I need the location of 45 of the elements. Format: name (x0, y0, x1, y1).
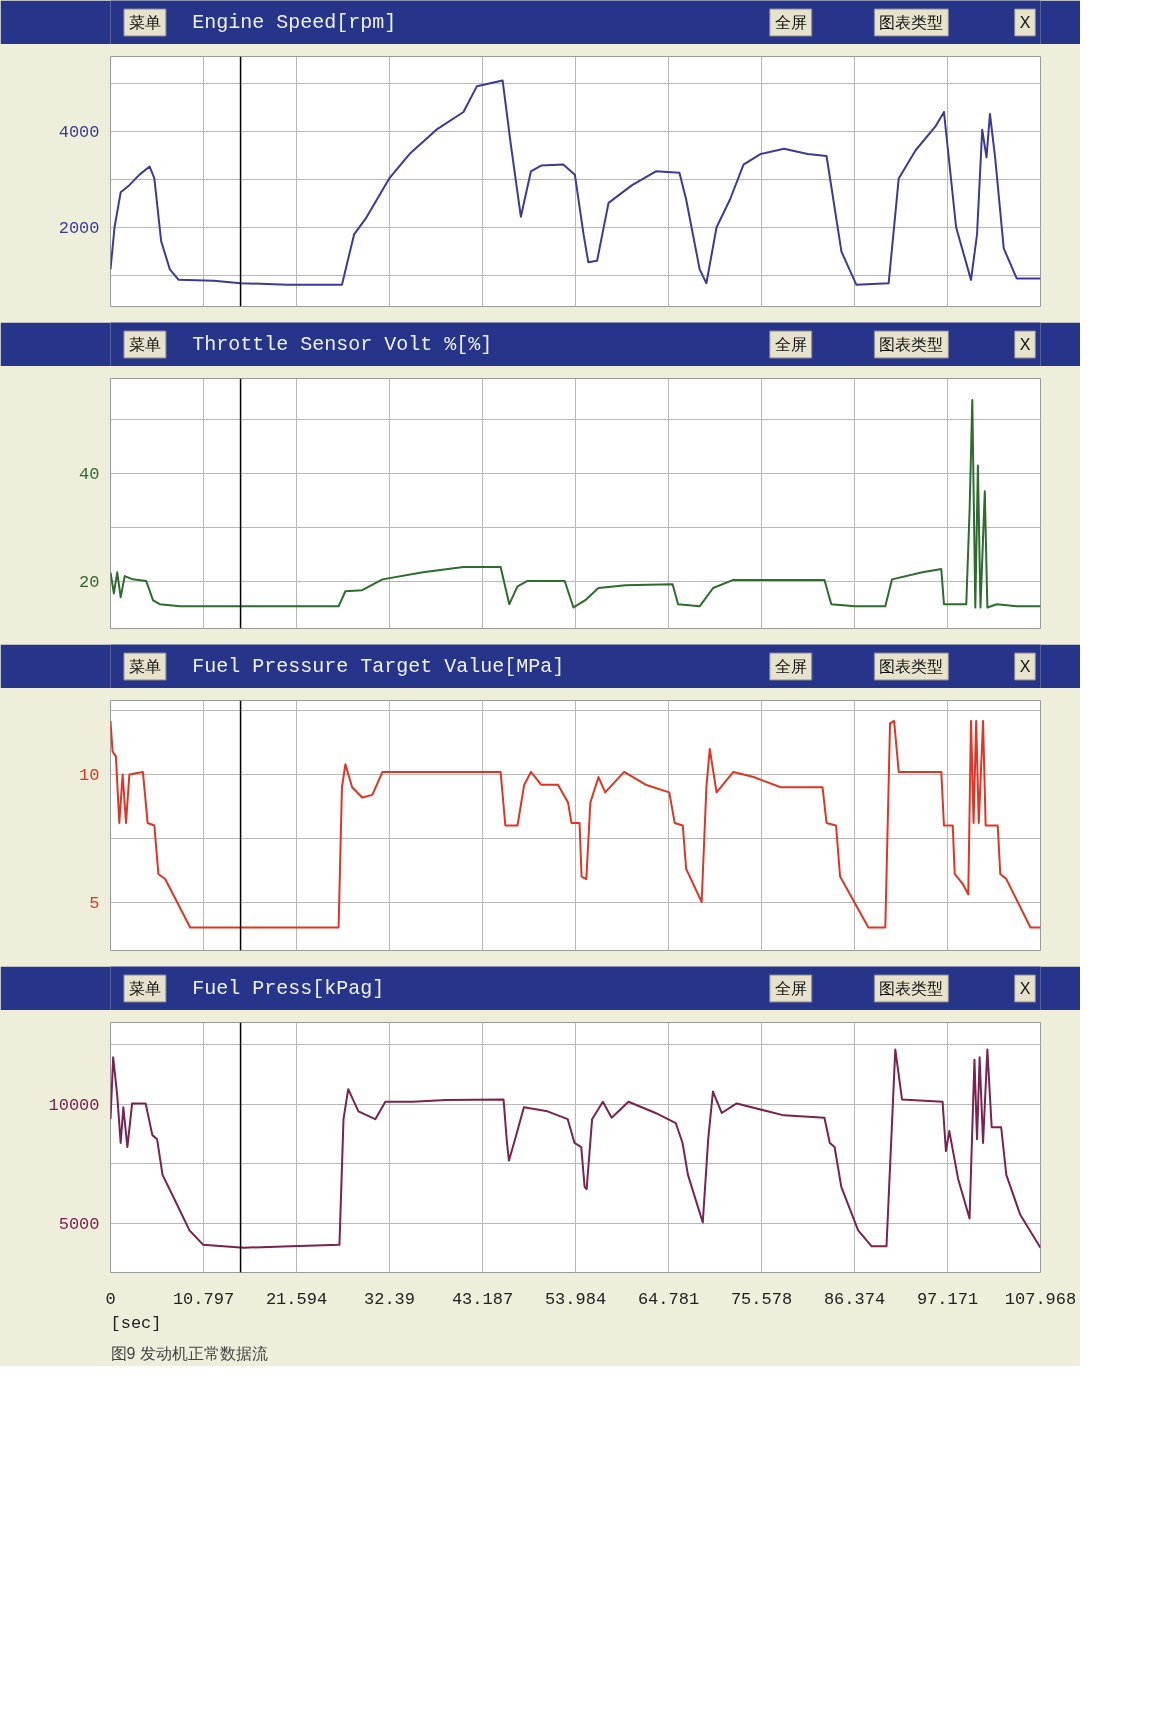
y-tick-label: 40 (79, 465, 100, 485)
x-axis-title: [sec] (110, 1313, 162, 1333)
text: X (1019, 14, 1031, 31)
text: X (1019, 336, 1031, 353)
x-tick-label: 64.781 (637, 1289, 700, 1309)
line-series (110, 399, 1041, 609)
y-tick-label: 4000 (58, 123, 100, 143)
text: 菜单 (128, 658, 161, 675)
caption: 图9 发动机正常数据流 (110, 1344, 268, 1362)
line-series (110, 719, 1041, 929)
y-tick-label: 5000 (58, 1214, 100, 1234)
x-tick-label: 32.39 (363, 1289, 416, 1309)
x-tick-label: 97.171 (916, 1289, 979, 1309)
chart-title: Fuel Pressure Target Value[MPa] (192, 655, 565, 678)
x-tick-label: 43.187 (451, 1289, 514, 1309)
x-tick-label: 10.797 (172, 1289, 235, 1309)
text: 菜单 (128, 336, 161, 353)
x-tick-label: 107.968 (1004, 1289, 1077, 1309)
text: 全屏 (774, 336, 807, 353)
text: 菜单 (128, 14, 161, 31)
x-tick-label: 53.984 (544, 1289, 607, 1309)
x-tick-label: 75.578 (730, 1289, 793, 1309)
text: 全屏 (774, 14, 807, 31)
text: 图表类型 (879, 14, 944, 31)
y-tick-label: 10 (79, 765, 100, 785)
y-tick-label: 10000 (48, 1095, 100, 1115)
x-tick-label: 21.594 (265, 1289, 328, 1309)
text: 图表类型 (879, 658, 944, 675)
line-series (110, 1048, 1041, 1249)
line-series (110, 79, 1041, 286)
x-tick-label: 86.374 (823, 1289, 886, 1309)
y-tick-label: 2000 (58, 218, 100, 238)
chart-title: Throttle Sensor Volt %[%] (192, 333, 493, 356)
text: X (1019, 980, 1031, 997)
y-tick-label: 20 (79, 573, 100, 593)
y-tick-label: 5 (89, 893, 100, 913)
chart-title: Fuel Press[kPag] (192, 977, 385, 1000)
x-tick-label: 0 (105, 1289, 116, 1309)
text: 全屏 (774, 980, 807, 997)
chart-title: Engine Speed[rpm] (192, 11, 397, 34)
text: 图表类型 (879, 980, 944, 997)
text: 菜单 (128, 980, 161, 997)
text: X (1019, 658, 1031, 675)
text: 全屏 (774, 658, 807, 675)
text: 图表类型 (879, 336, 944, 353)
